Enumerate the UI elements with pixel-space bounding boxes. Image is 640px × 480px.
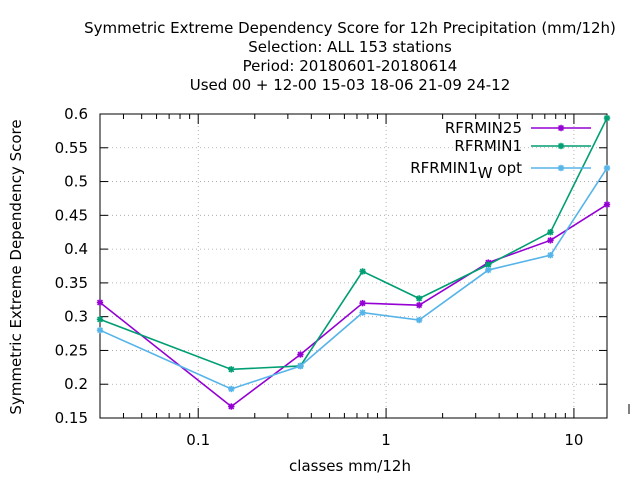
series-3-point: [603, 164, 611, 172]
series-2-point: [415, 295, 423, 302]
series-1-point: [297, 351, 304, 358]
axes: 0.15 0.2 0.25 0.3 0.35 0.4 0.45 0.5 0.55 0.6 0.1 1 1…: [55, 105, 630, 449]
chart-title: Symmetric Extreme Dependency Score for 1…: [84, 19, 616, 94]
series-1-point: [228, 403, 235, 410]
x-tick-label: 10: [564, 431, 583, 449]
legend-marker-1: [557, 124, 565, 132]
y-tick-label: 0.25: [55, 341, 88, 359]
y-tick-label: 0.4: [64, 240, 88, 258]
y-tick-label: 0.45: [55, 206, 88, 224]
y-tick-label: 0.5: [64, 173, 88, 191]
title-line-4: Used 00 + 12-00 15-03 18-06 21-09 24-12: [190, 76, 511, 94]
series-line-3: [99, 167, 608, 390]
series-3-point: [485, 266, 492, 274]
series-line-1: [99, 203, 608, 408]
y-tick-label: 0.3: [64, 308, 88, 326]
x-tick-label: 1: [381, 431, 391, 449]
title-line-3: Period: 20180601-20180614: [243, 57, 458, 75]
title-line-2: Selection: ALL 153 stations: [248, 38, 452, 56]
series-2-point: [547, 229, 554, 236]
series-3-point: [547, 251, 554, 259]
legend-marker-2: [557, 142, 565, 150]
y-tick-label: 0.2: [64, 375, 88, 393]
series-2-point: [603, 114, 611, 122]
series-1-point: [96, 299, 104, 306]
legend-label-1: RFRMIN25: [445, 119, 522, 137]
series-1-point: [359, 299, 366, 307]
series-1-point: [603, 201, 611, 208]
title-line-1: Symmetric Extreme Dependency Score for 1…: [84, 19, 616, 37]
series-3-point: [415, 316, 423, 324]
series-1-point: [547, 237, 554, 244]
series-2-point: [359, 268, 366, 275]
x-axis-label: classes mm/12h: [289, 457, 411, 475]
series-2-point: [485, 261, 492, 268]
series-layer: [96, 114, 611, 410]
series-2-point: [96, 316, 104, 323]
y-tick-label: 0.15: [55, 409, 88, 427]
series-3-point: [359, 309, 366, 316]
grid-lines: [100, 114, 607, 418]
x-tick-label: 0.1: [186, 431, 210, 449]
legend-label-3: RFRMIN1W opt: [410, 159, 522, 182]
series-3-point: [297, 362, 304, 370]
plot-border: [99, 113, 608, 419]
series-line-2: [99, 117, 608, 371]
series-3-point: [96, 326, 104, 334]
legend-label-2: RFRMIN1: [454, 137, 522, 155]
legend-marker-3: [557, 164, 565, 172]
y-tick-label: 0.6: [64, 105, 88, 123]
series-3-point: [228, 385, 235, 393]
series-2-point: [228, 366, 235, 373]
series-1-point: [415, 301, 423, 309]
y-tick-label: 0.55: [55, 139, 88, 157]
y-axis-label: Symmetric Extreme Dependency Score: [7, 119, 25, 414]
y-tick-label: 0.35: [55, 274, 88, 292]
